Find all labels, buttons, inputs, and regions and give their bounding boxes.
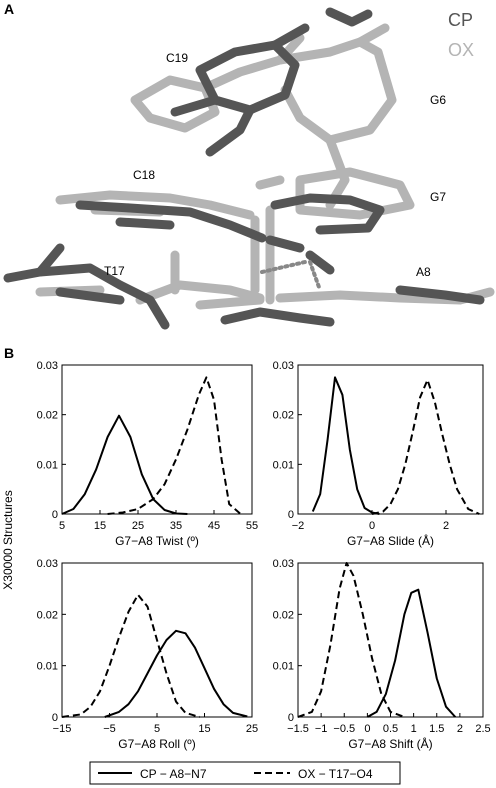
roll-plot: 0 0.01 0.02 0.03 −15 −5 5 15 25 G7−A8 Roll (º) <box>37 558 259 751</box>
x-tick-label: 35 <box>170 520 182 532</box>
shift-plot: 0 0.01 0.02 0.03 −1.5 −1 −0.5 0 0.5 1 1.5 2 2.5 G7−A8… <box>273 558 491 751</box>
x-tick-label: 45 <box>208 520 220 532</box>
y-tick-label: 0.01 <box>273 661 294 673</box>
y-tick-label: 0 <box>288 712 294 724</box>
x-axis-label: G7−A8 Roll (º) <box>118 737 195 751</box>
x-tick-label: 0.5 <box>383 723 398 735</box>
legend-box <box>89 761 401 785</box>
molecule-rendering <box>3 7 495 330</box>
hydrogen-bonds <box>260 260 322 292</box>
ox-series-line <box>107 376 242 515</box>
x-axis-label: G7−A8 Shift (Å) <box>348 736 432 751</box>
y-tick-label: 0.03 <box>273 360 294 372</box>
cp-series-line <box>104 629 248 718</box>
cp-series-line <box>311 376 380 515</box>
x-tick-label: 55 <box>246 520 258 532</box>
ox-series-line <box>297 562 405 718</box>
ox-series-line <box>371 378 480 515</box>
twist-plot: 0 0.01 0.02 0.03 5 15 25 35 45 55 G7−A8 Twist (º) <box>37 360 259 548</box>
x-tick-label: 0 <box>369 520 375 532</box>
cp-series-line <box>61 414 188 515</box>
residue-label-g7: G7 <box>430 190 446 204</box>
x-tick-label: 25 <box>132 520 144 532</box>
cp-series-line <box>366 588 457 718</box>
legend-cp-label: CP <box>448 10 473 30</box>
residue-label-g6: G6 <box>430 93 446 107</box>
y-tick-label: 0.02 <box>273 410 294 422</box>
y-tick-label: 0.03 <box>273 558 294 570</box>
x-tick-label: 1 <box>411 723 417 735</box>
cp-structure <box>3 7 485 330</box>
x-tick-label: −2 <box>292 520 305 532</box>
x-tick-label: 15 <box>94 520 106 532</box>
legend-cp-series: CP − A8−N7 <box>140 767 207 781</box>
y-tick-label: 0.01 <box>37 661 58 673</box>
y-tick-label: 0.02 <box>37 609 58 621</box>
x-axis-label: G7−A8 Twist (º) <box>115 534 199 548</box>
x-tick-label: −15 <box>53 723 72 735</box>
plot-frame <box>297 364 484 515</box>
x-tick-label: 5 <box>59 520 65 532</box>
x-tick-label: −5 <box>103 723 116 735</box>
x-tick-label: 15 <box>198 723 210 735</box>
y-tick-label: 0.03 <box>37 360 58 372</box>
plot-frame <box>297 562 484 718</box>
x-tick-label: 2 <box>443 520 449 532</box>
y-tick-label: 0.01 <box>273 459 294 471</box>
x-tick-label: 5 <box>154 723 160 735</box>
y-tick-label: 0.02 <box>37 410 58 422</box>
x-tick-label: 1.5 <box>429 723 444 735</box>
plot-frame <box>61 364 253 515</box>
x-tick-label: −0.5 <box>333 723 355 735</box>
x-tick-label: −1 <box>315 723 328 735</box>
panel-b-label: B <box>4 345 14 361</box>
y-tick-label: 0.02 <box>273 609 294 621</box>
panel-b: B X30000 Structures 00.010.020.035 15 25 35… <box>1 345 491 751</box>
residue-label-c19: C19 <box>166 51 188 65</box>
x-tick-label: 0 <box>364 723 370 735</box>
y-tick-label: 0 <box>52 712 58 724</box>
y-tick-label: 0.01 <box>37 459 58 471</box>
x-tick-label: 2 <box>457 723 463 735</box>
residue-label-c18: C18 <box>133 168 155 182</box>
legend-ox-series: OX − T17−O4 <box>298 767 373 781</box>
panel-a: A <box>3 1 495 330</box>
x-tick-label: −1.5 <box>287 723 309 735</box>
ox-series-line <box>61 593 201 718</box>
y-tick-label: 0 <box>288 509 294 521</box>
series-legend: CP − A8−N7 OX − T17−O4 <box>89 761 401 785</box>
x-axis-label: G7−A8 Slide (Å) <box>347 533 434 548</box>
legend-ox-label: OX <box>448 40 474 60</box>
y-tick-label: 0.03 <box>37 558 58 570</box>
panel-a-label: A <box>4 1 14 17</box>
x-tick-label: 2.5 <box>475 723 490 735</box>
x-tick-label: 25 <box>246 723 258 735</box>
y-tick-label: 0 <box>52 509 58 521</box>
y-axis-label: X30000 Structures <box>1 490 15 589</box>
residue-label-t17: T17 <box>104 264 125 278</box>
slide-plot: 00.010.020.03−2 0 2G7−A8 Slide (Å) <box>273 360 484 548</box>
residue-label-a8: A8 <box>416 265 431 279</box>
